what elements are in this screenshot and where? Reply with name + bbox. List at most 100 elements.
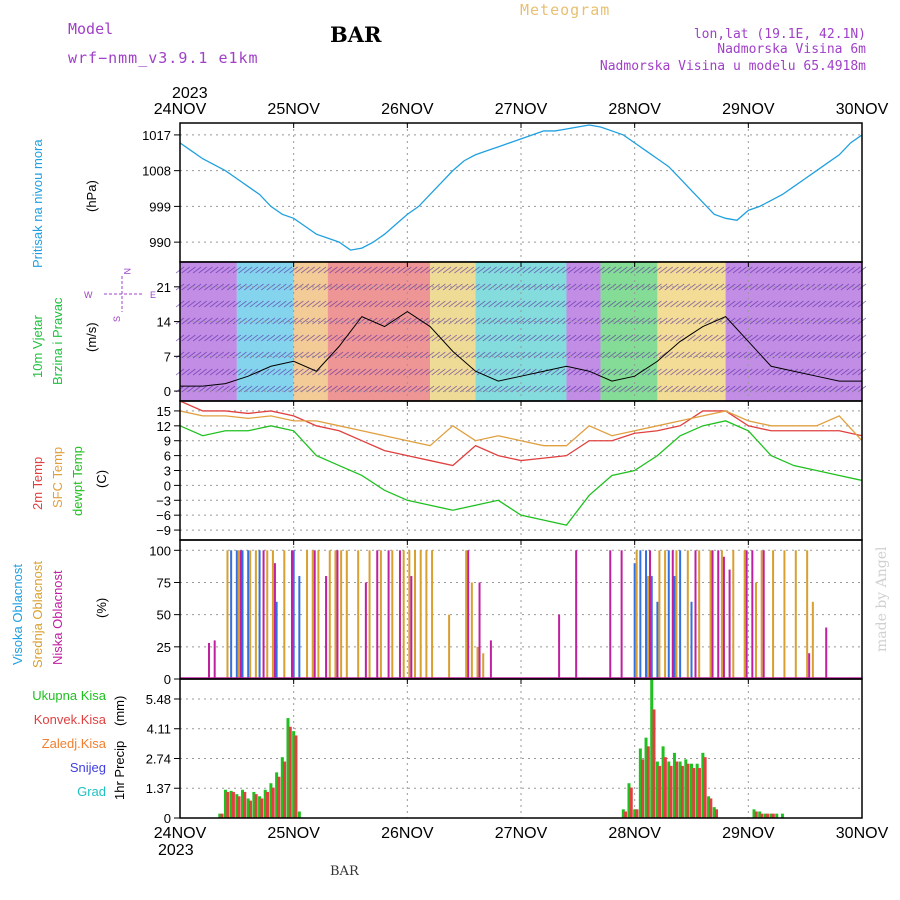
wind-barb — [800, 300, 810, 308]
wind-barb — [653, 283, 662, 291]
wind-barb — [238, 283, 247, 291]
wind-barb — [840, 317, 850, 325]
wind-barb — [647, 334, 656, 342]
wind-barb — [852, 351, 861, 359]
wind-barb — [386, 351, 395, 359]
precip-unit: (mm) — [112, 696, 127, 726]
wind-barb — [351, 334, 361, 342]
wind-barb — [823, 266, 833, 274]
wind-barb — [550, 351, 560, 359]
wind-barb — [226, 368, 236, 376]
wind-barb — [209, 283, 219, 291]
wind-barb — [778, 368, 787, 376]
bar-konvek-kisa — [283, 761, 287, 818]
bar-konvek-kisa — [294, 735, 298, 818]
wind-barb — [317, 317, 327, 325]
wind-barb — [204, 283, 213, 291]
wind-barb — [357, 334, 367, 342]
wind-barb — [249, 368, 259, 376]
wind-barb — [317, 283, 327, 291]
wind-barb — [619, 283, 628, 291]
bar-srednja-oblacnost — [783, 550, 786, 679]
wind-barb — [687, 334, 696, 342]
wind-barb — [340, 351, 350, 359]
bar-srednja-oblacnost — [254, 550, 257, 679]
wind-barb — [596, 368, 605, 376]
wind-barb — [823, 317, 833, 325]
wind-barb — [681, 385, 691, 393]
wind-barb — [187, 300, 196, 308]
wind-barb — [215, 368, 225, 376]
bar-srednja-oblacnost — [686, 550, 689, 679]
compass-west: W — [84, 290, 93, 300]
wind-barb — [567, 334, 577, 342]
wind-barb — [494, 385, 503, 393]
wind-barb — [715, 368, 725, 376]
wind-barb — [539, 266, 548, 274]
wind-barb — [681, 300, 691, 308]
bar-srednja-oblacnost — [340, 550, 343, 679]
bar-ukupna-kisa — [769, 813, 773, 818]
wind-barb — [368, 368, 378, 376]
wind-barb — [744, 317, 753, 325]
wind-barb — [658, 334, 668, 342]
wind-barb — [511, 266, 520, 274]
bar-ukupna-kisa — [655, 761, 659, 818]
bar-konvek-kisa — [703, 757, 707, 818]
wind-barb — [511, 283, 520, 291]
wind-barb — [550, 300, 560, 308]
wind-barb — [380, 385, 389, 393]
wind-barb — [340, 266, 350, 274]
wind-barb — [647, 351, 656, 359]
wind-barb — [289, 351, 298, 359]
bar-konvek-kisa — [675, 761, 679, 818]
bar-konvek-kisa — [771, 813, 775, 818]
wind-barb — [778, 385, 787, 393]
wind-barb — [687, 368, 696, 376]
bar-visoka-oblacnost — [645, 550, 648, 679]
wind-barb — [738, 351, 747, 359]
wind-barb — [556, 334, 566, 342]
wind-barb — [306, 351, 315, 359]
wind-barb — [562, 334, 571, 342]
wind-barb — [346, 351, 355, 359]
wind-barb — [312, 300, 321, 308]
wind-barb — [749, 266, 759, 274]
wind-barb — [255, 334, 264, 342]
bottom-date-labels: 24NOV 25NOV 26NOV 27NOV 28NOV 29NOV 30NOV — [154, 825, 889, 842]
wind-barb — [255, 300, 264, 308]
wind-barb — [647, 300, 656, 308]
wind-barb — [727, 385, 736, 393]
wind-barb — [243, 351, 253, 359]
bar-srednja-oblacnost — [647, 576, 650, 679]
bar-srednja-oblacnost — [743, 550, 746, 679]
bar-niska-oblacnost — [575, 550, 578, 679]
bar-srednja-oblacnost — [408, 550, 411, 679]
bar-ukupna-kisa — [780, 813, 784, 818]
wind-barb — [323, 283, 333, 291]
wind-barb — [198, 283, 207, 291]
y-tick-label: −6 — [156, 508, 171, 523]
bar-srednja-oblacnost — [465, 550, 468, 679]
wind-barb — [562, 300, 571, 308]
wind-barb — [283, 334, 293, 342]
bar-niska-oblacnost — [808, 653, 811, 679]
legend-konvek-kisa: Konvek.Kisa — [34, 712, 107, 727]
wind-barb — [709, 300, 719, 308]
wind-barb — [783, 283, 793, 291]
wind-barb — [420, 317, 429, 325]
wind-barb — [499, 300, 509, 308]
sfc-temp-ylabel: SFC Temp — [50, 447, 65, 508]
bar-ukupna-kisa — [678, 761, 682, 818]
wind-barb — [448, 368, 458, 376]
wind-barb — [278, 334, 287, 342]
bar-konvek-kisa — [686, 763, 690, 818]
bar-niska-oblacnost — [711, 550, 714, 679]
wind-barb — [562, 317, 571, 325]
wind-barb — [732, 317, 742, 325]
wind-barb — [295, 351, 304, 359]
wind-barb — [783, 300, 793, 308]
wind-barb — [817, 385, 827, 393]
wind-barb — [278, 317, 287, 325]
wind-barb — [573, 368, 583, 376]
